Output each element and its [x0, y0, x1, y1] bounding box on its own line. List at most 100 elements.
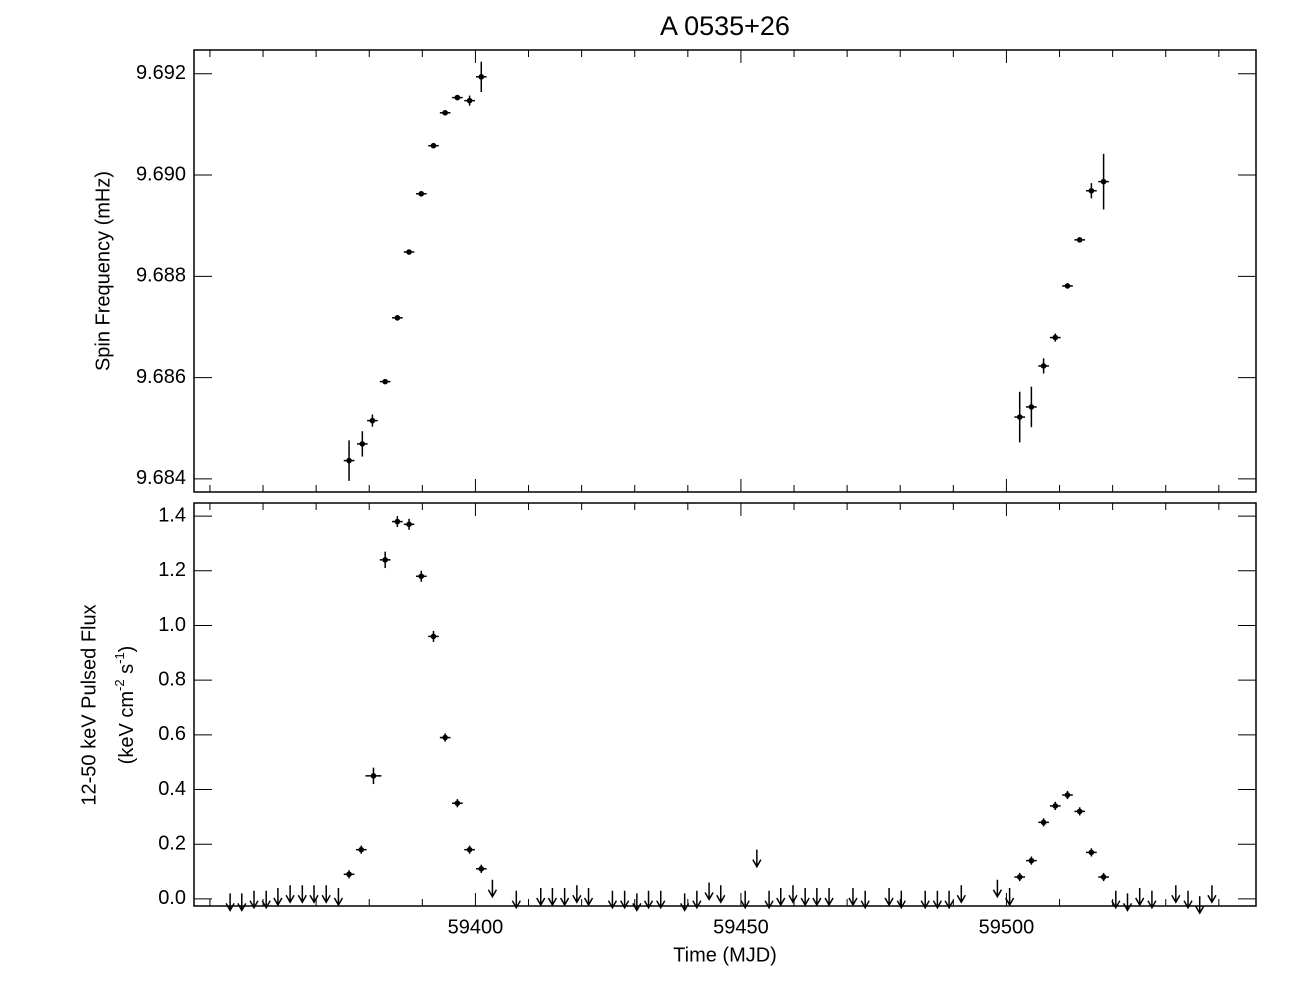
y-axis-units: (keV cm-2 s-1): [112, 646, 138, 765]
upper-limit-arrow: [944, 890, 954, 910]
data-point: [346, 871, 352, 878]
data-point: [382, 557, 388, 563]
upper-limit-arrow: [848, 887, 858, 907]
upper-limit-arrow: [704, 882, 714, 901]
upper-limit-arrow: [1111, 890, 1121, 910]
upper-limit-arrow: [632, 893, 642, 912]
data-point: [394, 315, 401, 321]
plot-frame: [193, 502, 1257, 907]
data-point: [369, 417, 376, 424]
data-point: [454, 800, 461, 806]
upper-limit-arrow: [860, 890, 870, 910]
unit-text: ): [116, 646, 138, 653]
upper-limit-arrow: [956, 885, 966, 904]
upper-limit-arrow: [1147, 890, 1157, 910]
upper-limit-arrow: [692, 890, 702, 910]
data-point: [478, 866, 485, 872]
upper-limit-arrow: [273, 887, 283, 907]
upper-limit-arrow: [261, 890, 271, 910]
x-tick-label: 59450: [713, 916, 769, 938]
data-point: [1076, 808, 1083, 815]
upper-limit-arrow: [800, 887, 810, 907]
data-point: [454, 94, 461, 101]
upper-limit-arrow: [812, 887, 822, 907]
upper-limit-arrow: [920, 890, 930, 910]
upper-limit-arrow: [321, 885, 331, 904]
upper-limit-arrow: [249, 890, 259, 910]
upper-limit-arrow: [285, 885, 295, 904]
plot-frame: [193, 49, 1257, 493]
upper-limit-arrow: [643, 890, 654, 910]
upper-limit-arrow: [656, 890, 666, 910]
data-point: [1088, 187, 1095, 194]
data-point: [1076, 237, 1083, 243]
upper-limit-arrow: [1207, 885, 1217, 904]
upper-limit-arrow: [619, 890, 630, 910]
y-tick-label: 1.0: [158, 614, 186, 636]
upper-limit-arrow: [1171, 885, 1181, 904]
y-tick-label: 1.2: [158, 559, 186, 581]
upper-limit-arrow: [740, 890, 750, 910]
data-point: [346, 457, 352, 464]
upper-limit-arrow: [1135, 887, 1145, 907]
chart-title: A 0535+26: [660, 11, 790, 41]
upper-limit-arrow: [932, 890, 943, 910]
data-point: [1100, 178, 1107, 185]
upper-limit-arrow: [333, 887, 344, 907]
data-point: [478, 74, 485, 80]
upper-limit-arrow: [1122, 893, 1133, 912]
data-point: [370, 773, 377, 779]
y-tick-label: 9.690: [136, 163, 186, 185]
y-tick-label: 0.0: [158, 887, 186, 909]
data-point: [406, 521, 412, 528]
upper-limit-arrow: [776, 887, 786, 907]
data-point: [1064, 792, 1071, 798]
y-tick-label: 0.6: [158, 723, 186, 745]
data-point: [430, 633, 437, 640]
y-axis-label: 12-50 keV Pulsed Flux: [78, 604, 100, 805]
upper-limit-arrow: [309, 885, 319, 904]
upper-limit-arrow: [237, 893, 247, 912]
upper-limit-arrow: [225, 893, 235, 912]
upper-limit-arrow: [679, 893, 690, 912]
unit-text: s: [116, 664, 138, 680]
upper-limit-arrow: [583, 887, 594, 907]
data-point: [382, 378, 388, 385]
data-point: [430, 142, 437, 149]
unit-exponent: -2: [112, 679, 127, 691]
data-point: [442, 109, 448, 116]
y-tick-label: 9.688: [136, 265, 186, 287]
upper-limit-arrow: [559, 887, 570, 907]
upper-limit-arrow: [716, 885, 726, 904]
y-tick-label: 0.2: [158, 832, 186, 854]
upper-limit-arrow: [824, 887, 834, 907]
y-tick-label: 9.686: [136, 366, 186, 388]
upper-limit-arrow: [896, 890, 906, 910]
upper-limit-arrow: [297, 885, 307, 904]
data-point: [1100, 874, 1107, 880]
data-point: [1052, 803, 1059, 809]
data-point: [394, 518, 401, 525]
upper-limit-arrow: [1183, 890, 1193, 910]
data-point: [1028, 404, 1035, 410]
data-point: [418, 573, 425, 580]
x-tick-label: 59500: [979, 916, 1035, 938]
data-point: [1064, 283, 1071, 289]
upper-limit-arrow: [547, 887, 558, 907]
upper-limit-arrow: [536, 887, 546, 907]
y-tick-label: 0.4: [158, 778, 186, 800]
upper-limit-arrow: [511, 890, 521, 910]
data-point: [1040, 363, 1047, 369]
upper-limit-arrow: [764, 890, 774, 910]
data-point: [442, 734, 448, 741]
y-tick-label: 9.692: [136, 62, 186, 84]
data-point: [1088, 849, 1095, 856]
y-tick-label: 0.8: [158, 668, 186, 690]
data-point: [358, 846, 365, 853]
data-point: [359, 441, 366, 447]
upper-limit-arrow: [1195, 896, 1205, 915]
unit-exponent: -1: [112, 652, 127, 664]
y-tick-label: 1.4: [158, 504, 186, 526]
